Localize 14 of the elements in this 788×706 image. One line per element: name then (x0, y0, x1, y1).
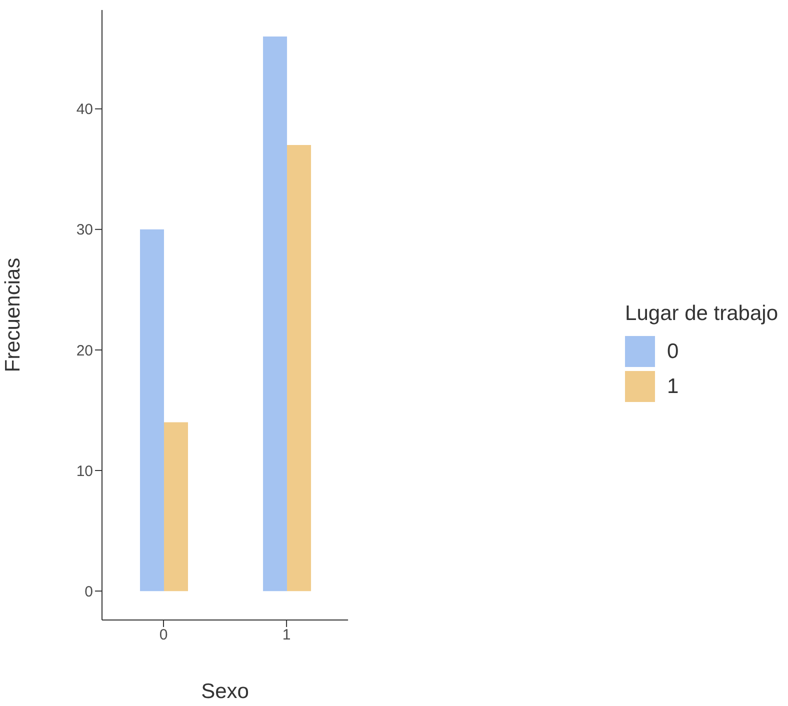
y-tick-label: 0 (84, 583, 93, 600)
legend-label: 0 (667, 340, 679, 364)
bar (164, 422, 188, 592)
bar (263, 36, 288, 592)
x-axis-title: Sexo (201, 680, 249, 703)
y-axis-title: Frecuencias (1, 258, 24, 372)
y-tick-label: 40 (76, 101, 93, 118)
bar (140, 229, 164, 592)
y-tick-label: 30 (76, 222, 93, 239)
y-tick-label: 10 (76, 462, 93, 480)
legend-title: Lugar de trabajo (625, 302, 778, 326)
bar (287, 145, 312, 592)
y-tick-label: 20 (76, 342, 93, 360)
legend-label: 1 (667, 374, 679, 398)
